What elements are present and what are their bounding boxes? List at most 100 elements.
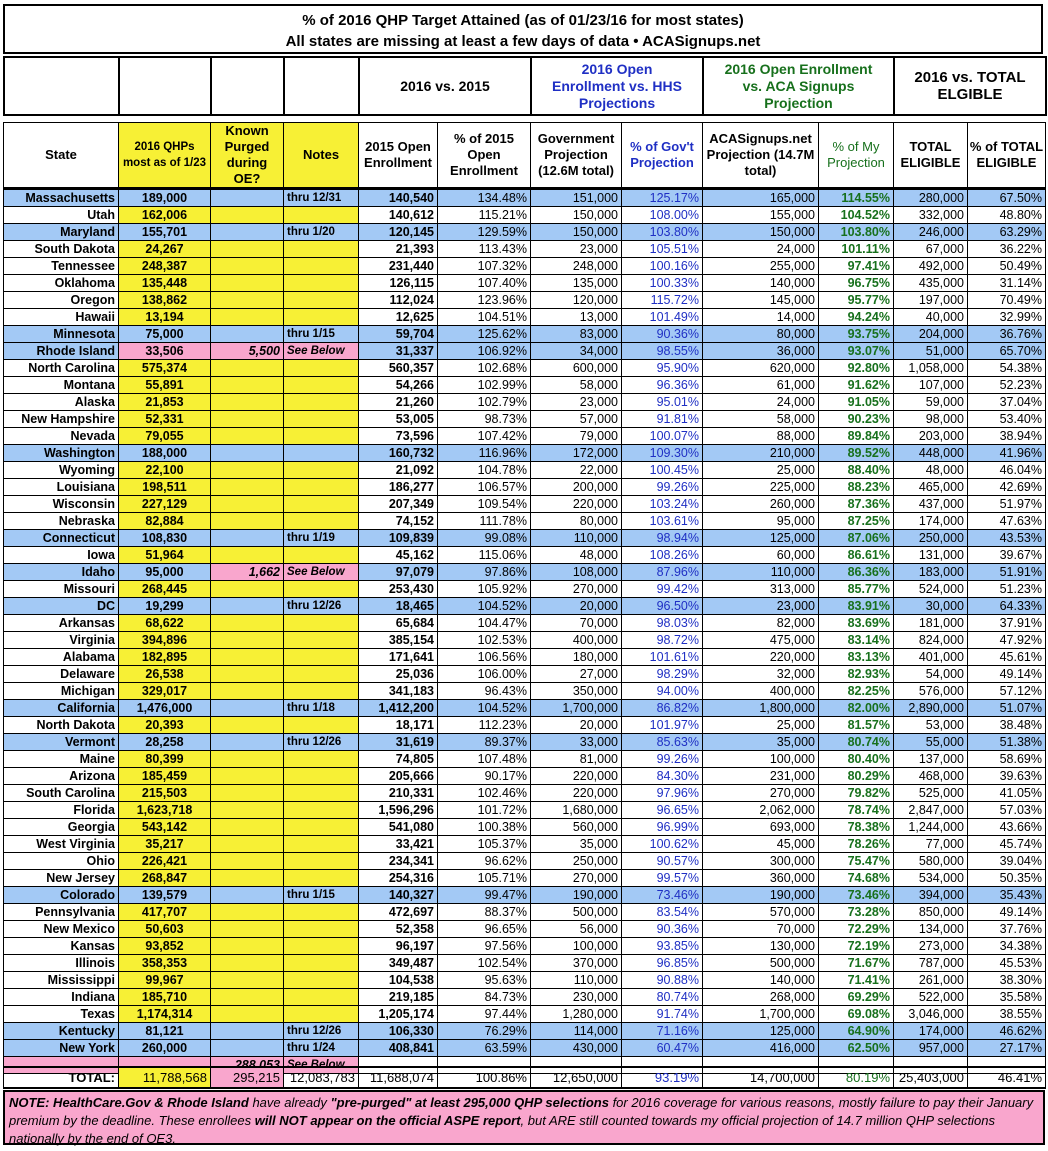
- cell-pct-gov: 98.03%: [621, 614, 703, 632]
- cell-pct-2015: 98.73%: [437, 410, 531, 428]
- cell-qhp-2016: 394,896: [118, 631, 211, 649]
- cell-aca-projection: 110,000: [702, 563, 819, 581]
- cell-gov-projection: 20,000: [530, 716, 622, 734]
- table-row: Kentucky 81,121 thru 12/26 106,330 76.29% 114…: [3, 1022, 1046, 1040]
- cell-pct-eligible: 45.53%: [967, 954, 1046, 972]
- cell-gov-projection: 600,000: [530, 359, 622, 377]
- cell-pct-gov: 87.96%: [621, 563, 703, 581]
- cell-pct-eligible: 35.43%: [967, 886, 1046, 904]
- cell-pct-gov: 84.30%: [621, 767, 703, 785]
- cell-known-purged: [210, 903, 284, 921]
- cell-notes: [283, 393, 359, 411]
- cell-pct-my: 83.13%: [818, 648, 894, 666]
- cell-gov-projection: 81,000: [530, 750, 622, 768]
- cell-pct-gov: 96.99%: [621, 818, 703, 836]
- table-row: Washington 188,000 160,732 116.96% 172,000 10…: [3, 444, 1046, 462]
- cell-enrollment-2015: 21,092: [358, 461, 438, 479]
- cell-state: Washington: [3, 444, 119, 462]
- cell-pct-eligible: 38.55%: [967, 1005, 1046, 1023]
- cell-enrollment-2015: 349,487: [358, 954, 438, 972]
- total-label: TOTAL:: [3, 1066, 119, 1089]
- cell-pct-gov: 98.55%: [621, 342, 703, 360]
- table-row: Nevada 79,055 73,596 107.42% 79,000 100.07% 88…: [3, 427, 1046, 445]
- cell-pct-my: 69.29%: [818, 988, 894, 1006]
- cell-total-eligible: 1,244,000: [893, 818, 968, 836]
- cell-pct-gov: 96.36%: [621, 376, 703, 394]
- cell-pct-eligible: 51.38%: [967, 733, 1046, 751]
- cell-pct-gov: 100.62%: [621, 835, 703, 853]
- cell-known-purged: [210, 461, 284, 479]
- cell-pct-2015: 113.43%: [437, 240, 531, 258]
- cell-pct-gov: 125.17%: [621, 188, 703, 207]
- cell-qhp-2016: 79,055: [118, 427, 211, 445]
- cell-total-eligible: 204,000: [893, 325, 968, 343]
- total-pct-eligible: 46.41%: [967, 1066, 1046, 1089]
- title-line-1: % of 2016 QHP Target Attained (as of 01/…: [302, 12, 744, 29]
- cell-aca-projection: 155,000: [702, 206, 819, 224]
- cell-pct-gov: 109.30%: [621, 444, 703, 462]
- cell-aca-projection: 25,000: [702, 461, 819, 479]
- cell-state: Hawaii: [3, 308, 119, 326]
- cell-pct-2015: 104.52%: [437, 597, 531, 615]
- cell-total-eligible: 437,000: [893, 495, 968, 513]
- cell-state: Mississippi: [3, 971, 119, 989]
- cell-aca-projection: 570,000: [702, 903, 819, 921]
- cell-notes: [283, 359, 359, 377]
- table-row: New Mexico 50,603 52,358 96.65% 56,000 90.36%…: [3, 920, 1046, 938]
- cell-enrollment-2015: 140,540: [358, 188, 438, 207]
- cell-pct-2015: 76.29%: [437, 1022, 531, 1040]
- cell-pct-gov: 99.57%: [621, 869, 703, 887]
- cell-pct-my: 72.29%: [818, 920, 894, 938]
- cell-pct-eligible: 35.58%: [967, 988, 1046, 1006]
- cell-total-eligible: 2,890,000: [893, 699, 968, 717]
- cell-pct-2015: 99.47%: [437, 886, 531, 904]
- cell-pct-my: 80.74%: [818, 733, 894, 751]
- cell-total-eligible: 77,000: [893, 835, 968, 853]
- cell-pct-eligible: 27.17%: [967, 1039, 1046, 1057]
- cell-aca-projection: 140,000: [702, 971, 819, 989]
- cell-qhp-2016: 33,506: [118, 342, 211, 360]
- cell-known-purged: [210, 580, 284, 598]
- cell-pct-eligible: 47.63%: [967, 512, 1046, 530]
- cell-pct-gov: 96.85%: [621, 954, 703, 972]
- cell-aca-projection: 500,000: [702, 954, 819, 972]
- total-pct-gov: 93.19%: [621, 1066, 703, 1089]
- cell-gov-projection: 220,000: [530, 784, 622, 802]
- cell-known-purged: [210, 529, 284, 547]
- cell-state: California: [3, 699, 119, 717]
- cell-pct-2015: 90.17%: [437, 767, 531, 785]
- table-row: Wisconsin 227,129 207,349 109.54% 220,000 103…: [3, 495, 1046, 513]
- cell-enrollment-2015: 21,260: [358, 393, 438, 411]
- cell-pct-gov: 98.29%: [621, 665, 703, 683]
- cell-pct-my: 96.75%: [818, 274, 894, 292]
- cell-pct-my: 91.62%: [818, 376, 894, 394]
- table-row: Delaware 26,538 25,036 106.00% 27,000 98.29% 3…: [3, 665, 1046, 683]
- cell-known-purged: 1,662: [210, 563, 284, 581]
- note-part: will NOT appear on the official ASPE rep…: [254, 1113, 521, 1128]
- cell-notes: [283, 240, 359, 258]
- cell-qhp-2016: 13,194: [118, 308, 211, 326]
- cell-qhp-2016: 55,891: [118, 376, 211, 394]
- cell-aca-projection: 140,000: [702, 274, 819, 292]
- cell-enrollment-2015: 234,341: [358, 852, 438, 870]
- header-gov-projection: Government Projection (12.6M total): [530, 122, 622, 189]
- cell-pct-my: 93.75%: [818, 325, 894, 343]
- table-row: Florida 1,623,718 1,596,296 101.72% 1,680,00…: [3, 801, 1046, 819]
- cell-notes: [283, 835, 359, 853]
- cell-total-eligible: 3,046,000: [893, 1005, 968, 1023]
- cell-aca-projection: 24,000: [702, 240, 819, 258]
- cell-state: Arkansas: [3, 614, 119, 632]
- cell-state: North Dakota: [3, 716, 119, 734]
- cell-pct-my: 95.77%: [818, 291, 894, 309]
- cell-pct-my: 83.69%: [818, 614, 894, 632]
- cell-known-purged: [210, 869, 284, 887]
- cell-gov-projection: 400,000: [530, 631, 622, 649]
- cell-gov-projection: 23,000: [530, 393, 622, 411]
- cell-qhp-2016: 268,445: [118, 580, 211, 598]
- cell-qhp-2016: 1,174,314: [118, 1005, 211, 1023]
- cell-notes: [283, 427, 359, 445]
- cell-total-eligible: 580,000: [893, 852, 968, 870]
- cell-pct-2015: 105.71%: [437, 869, 531, 887]
- cell-qhp-2016: 80,399: [118, 750, 211, 768]
- cell-pct-2015: 104.52%: [437, 699, 531, 717]
